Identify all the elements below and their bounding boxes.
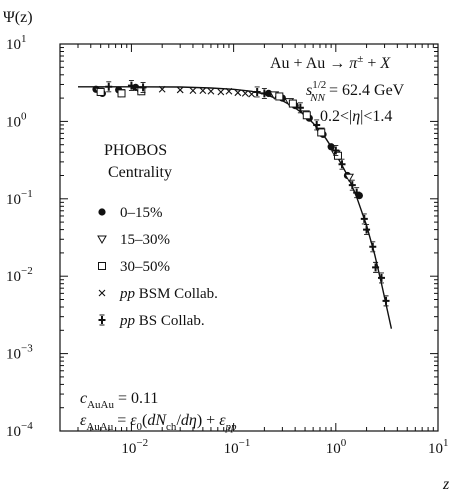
data-point-filled-plus — [139, 81, 147, 93]
legend: 0–15% 15–30% 30–50% pp BSM Collab. pp BS Col… — [97, 205, 218, 329]
legend-marker-filled-plus — [98, 314, 106, 326]
y-tick-label: 10−3 — [6, 343, 33, 363]
data-point-cross — [241, 90, 249, 97]
x-tick-label: 101 — [428, 437, 449, 457]
legend-label: 15–30% — [120, 232, 170, 248]
data-point-cross — [158, 85, 166, 93]
c-parameter-annotation: cAuAu = 0.11 — [80, 390, 158, 411]
legend-marker-cross — [98, 289, 106, 297]
energy-annotation: s1/2 NN = 62.4 GeV — [306, 79, 405, 104]
legend-marker-open-triangle-down — [97, 235, 107, 245]
data-point-filled-plus — [369, 241, 377, 253]
legend-label: 30–50% — [120, 259, 170, 275]
data-point-cross — [189, 87, 197, 94]
data-point-filled-plus — [348, 179, 356, 191]
eta-annotation: 0.2<|η|<1.4 — [320, 108, 392, 125]
data-point-cross — [199, 87, 207, 94]
y-tick-label: 101 — [6, 33, 27, 53]
experiment-label: PHOBOS — [104, 142, 167, 159]
data-point-open-square — [96, 87, 105, 96]
y-axis-label: Ψ(z) — [3, 9, 33, 26]
x-tick-label: 10−2 — [121, 437, 148, 457]
data-point-cross — [207, 87, 215, 95]
reaction-annotation: Au + Au → π± + X — [270, 53, 391, 72]
x-tick-label: 100 — [326, 437, 347, 457]
y-tick-label: 10−2 — [6, 265, 33, 285]
x-axis-label: z — [442, 476, 450, 493]
data-point-open-square — [275, 92, 284, 101]
legend-marker-filled-circle — [98, 208, 106, 216]
legend-marker-open-square — [98, 262, 106, 270]
data-point-filled-plus — [372, 261, 380, 273]
data-point-filled-plus — [296, 102, 304, 114]
data-point-cross — [225, 87, 233, 95]
axis-ticks-layer: 10−2 10−1 100 101 101 100 10−1 10−2 10−3 10−4 — [6, 33, 449, 457]
data-point-filled-plus — [260, 87, 268, 99]
y-tick-label: 10−1 — [6, 188, 33, 208]
data-point-filled-plus — [338, 158, 346, 170]
legend-label: pp BS Collab. — [119, 313, 205, 329]
legend-label: pp BSM Collab. — [119, 286, 218, 302]
data-point-cross — [217, 88, 225, 96]
data-point-open-square — [317, 128, 326, 137]
plot-frame — [59, 43, 439, 432]
data-point-open-triangle-down — [344, 173, 354, 183]
y-tick-label: 10−4 — [6, 420, 33, 440]
data-point-filled-circle — [327, 143, 335, 151]
data-point-cross — [176, 86, 184, 94]
data-point-open-square — [302, 111, 311, 120]
y-tick-label: 100 — [6, 110, 27, 130]
data-point-cross — [248, 90, 256, 98]
data-point-filled-plus — [353, 187, 361, 199]
epsilon-parameter-annotation: εAuAu = ε0(dNch/dη) + εpp — [80, 412, 237, 433]
data-point-filled-plus — [378, 272, 386, 284]
x-tick-label: 10−1 — [224, 437, 251, 457]
plot-area: 10−2 10−1 100 101 101 100 10−1 10−2 10−3 10−4 — [6, 33, 449, 457]
legend-label: 0–15% — [120, 205, 163, 221]
data-point-filled-plus — [363, 224, 371, 236]
data-point-filled-plus — [382, 295, 390, 307]
data-point-filled-plus — [360, 213, 368, 225]
data-point-filled-plus — [253, 86, 261, 98]
data-point-filled-plus — [127, 80, 135, 92]
centrality-label: Centrality — [108, 164, 172, 181]
data-point-cross — [234, 89, 242, 97]
data-points-layer — [92, 80, 390, 307]
data-point-filled-plus — [332, 145, 340, 157]
data-point-open-square — [117, 89, 126, 98]
data-point-filled-plus — [105, 81, 113, 93]
data-point-open-square — [288, 99, 297, 108]
data-point-filled-plus — [313, 119, 321, 131]
